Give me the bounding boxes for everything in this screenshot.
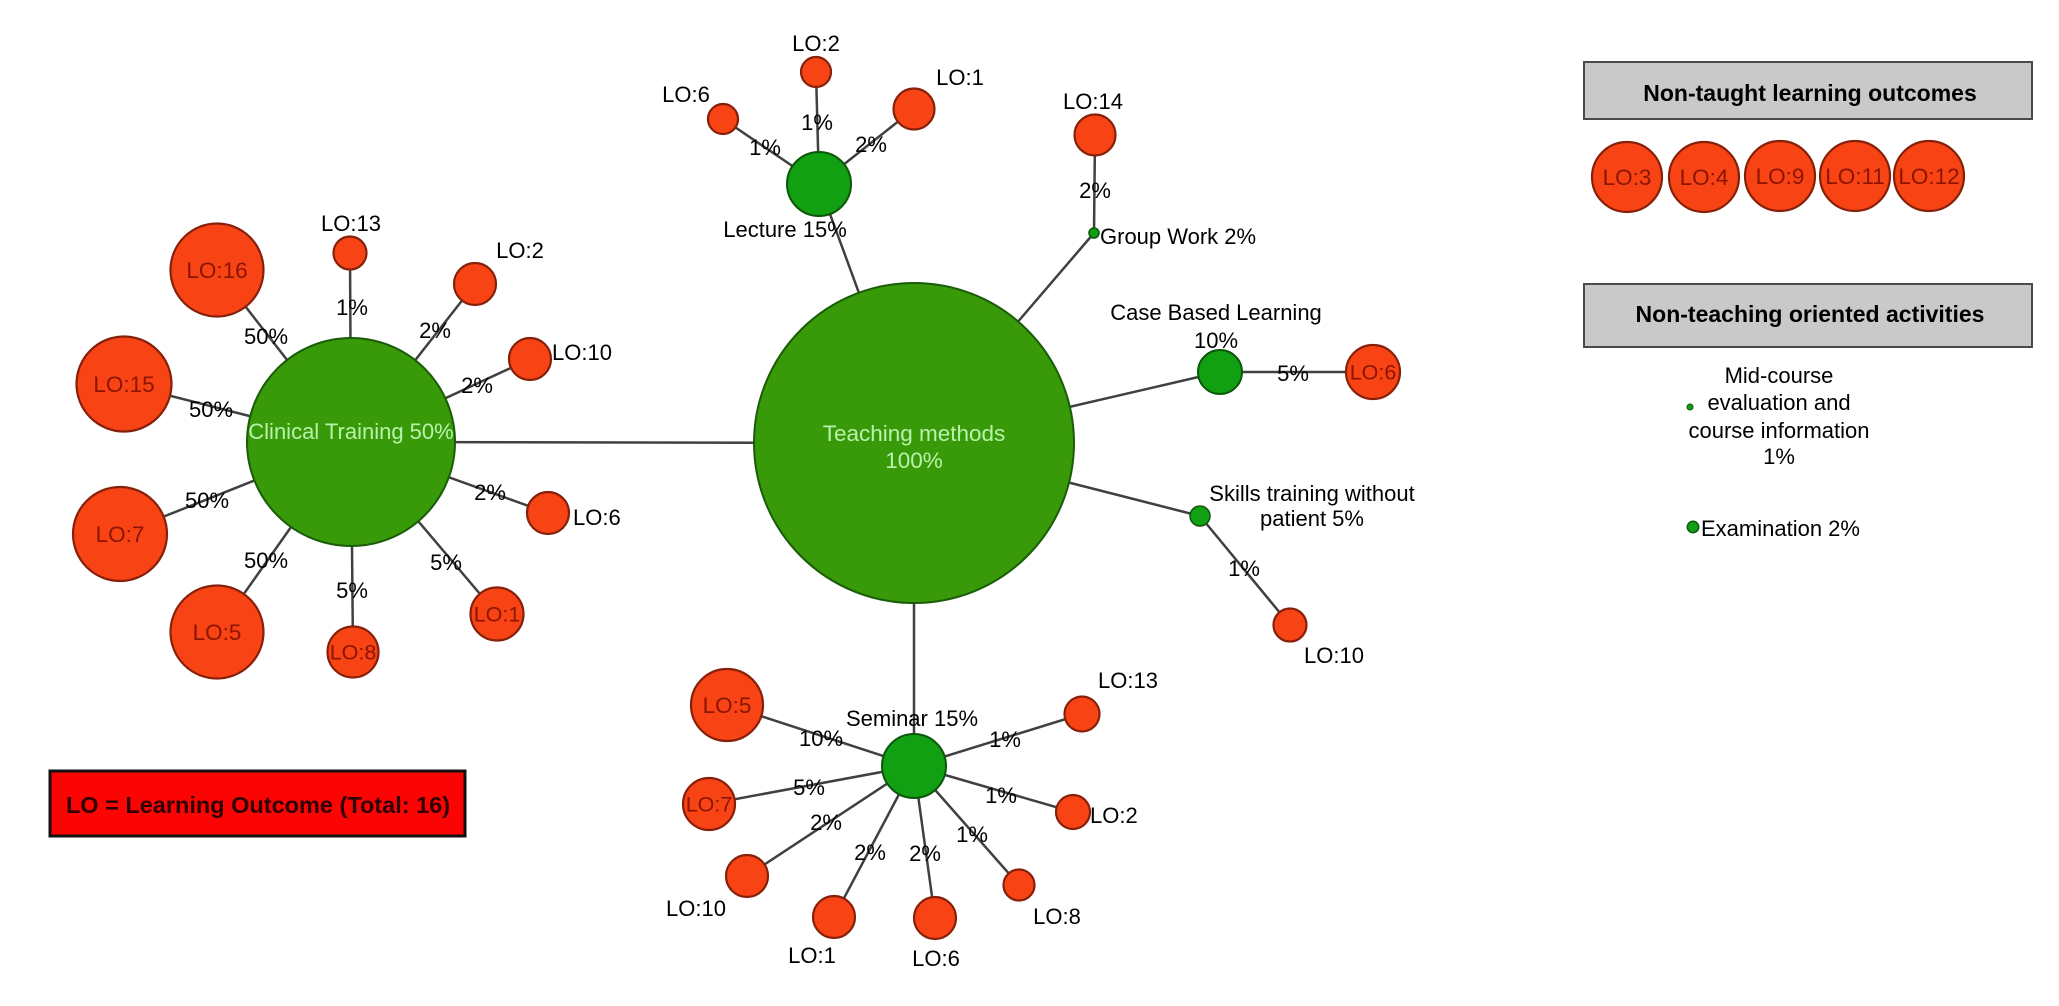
svg-text:evaluation and: evaluation and <box>1707 390 1850 415</box>
svg-text:LO:11: LO:11 <box>1825 164 1885 189</box>
svg-text:2%: 2% <box>1079 178 1111 203</box>
svg-text:Lecture 15%: Lecture 15% <box>723 217 847 242</box>
svg-text:2%: 2% <box>854 840 886 865</box>
svg-text:LO:6: LO:6 <box>912 946 960 971</box>
svg-text:LO:1: LO:1 <box>474 603 521 627</box>
svg-text:patient 5%: patient 5% <box>1260 506 1364 531</box>
svg-text:Clinical Training 50%: Clinical Training 50% <box>248 419 453 444</box>
svg-text:LO:2: LO:2 <box>1090 803 1138 828</box>
svg-text:LO:10: LO:10 <box>552 340 612 365</box>
svg-text:LO:2: LO:2 <box>792 31 840 56</box>
svg-text:2%: 2% <box>855 132 887 157</box>
svg-text:LO:7: LO:7 <box>686 793 733 817</box>
svg-text:2%: 2% <box>461 373 493 398</box>
svg-text:LO:6: LO:6 <box>573 505 621 530</box>
svg-text:LO:9: LO:9 <box>1756 164 1805 189</box>
svg-text:50%: 50% <box>189 397 233 422</box>
svg-text:Seminar 15%: Seminar 15% <box>846 706 978 731</box>
svg-text:Case Based Learning: Case Based Learning <box>1110 300 1322 325</box>
svg-text:1%: 1% <box>989 727 1021 752</box>
svg-text:50%: 50% <box>244 324 288 349</box>
svg-text:2%: 2% <box>419 318 451 343</box>
svg-text:5%: 5% <box>793 775 825 800</box>
svg-text:1%: 1% <box>985 783 1017 808</box>
svg-text:LO:12: LO:12 <box>1898 164 1959 189</box>
svg-text:course information: course information <box>1689 418 1870 443</box>
svg-text:50%: 50% <box>244 548 288 573</box>
svg-text:LO:13: LO:13 <box>321 211 381 236</box>
svg-text:1%: 1% <box>1228 556 1260 581</box>
svg-text:LO:16: LO:16 <box>186 258 247 283</box>
svg-text:LO:10: LO:10 <box>1304 643 1364 668</box>
svg-text:LO:10: LO:10 <box>666 896 726 921</box>
svg-text:1%: 1% <box>956 822 988 847</box>
svg-text:LO:13: LO:13 <box>1098 668 1158 693</box>
svg-text:5%: 5% <box>336 578 368 603</box>
svg-text:1%: 1% <box>336 295 368 320</box>
svg-text:LO:15: LO:15 <box>93 372 154 397</box>
svg-text:2%: 2% <box>909 841 941 866</box>
svg-text:Skills training without: Skills training without <box>1209 481 1414 506</box>
svg-text:LO:6: LO:6 <box>662 82 710 107</box>
svg-text:2%: 2% <box>474 480 506 505</box>
svg-text:LO:1: LO:1 <box>788 943 836 968</box>
svg-text:Non-taught learning outcomes: Non-taught learning outcomes <box>1643 80 1977 106</box>
svg-text:Teaching methods: Teaching methods <box>823 421 1006 446</box>
svg-text:Mid-course: Mid-course <box>1725 363 1834 388</box>
svg-text:1%: 1% <box>1763 444 1795 469</box>
svg-text:LO:5: LO:5 <box>193 620 242 645</box>
svg-text:100%: 100% <box>885 448 943 473</box>
svg-text:LO:2: LO:2 <box>496 238 544 263</box>
svg-text:LO:8: LO:8 <box>1033 904 1081 929</box>
svg-text:1%: 1% <box>801 110 833 135</box>
svg-text:LO:7: LO:7 <box>96 522 145 547</box>
svg-text:LO:4: LO:4 <box>1680 165 1729 190</box>
svg-text:1%: 1% <box>749 135 781 160</box>
svg-text:50%: 50% <box>185 488 229 513</box>
svg-text:LO = Learning Outcome (Total:: LO = Learning Outcome (Total: 16) <box>66 792 450 818</box>
svg-text:LO:5: LO:5 <box>703 693 752 718</box>
svg-text:5%: 5% <box>1277 361 1309 386</box>
svg-text:LO:6: LO:6 <box>1350 361 1397 385</box>
svg-text:Examination 2%: Examination 2% <box>1701 516 1860 541</box>
svg-text:LO:14: LO:14 <box>1063 89 1123 114</box>
svg-text:LO:1: LO:1 <box>936 65 984 90</box>
svg-text:2%: 2% <box>810 810 842 835</box>
svg-text:10%: 10% <box>1194 328 1238 353</box>
svg-text:5%: 5% <box>430 550 462 575</box>
svg-text:LO:8: LO:8 <box>330 641 377 665</box>
svg-text:Group Work 2%: Group Work 2% <box>1100 224 1256 249</box>
svg-text:LO:3: LO:3 <box>1603 165 1652 190</box>
svg-text:Non-teaching oriented activiti: Non-teaching oriented activities <box>1636 301 1985 327</box>
svg-text:10%: 10% <box>799 726 843 751</box>
